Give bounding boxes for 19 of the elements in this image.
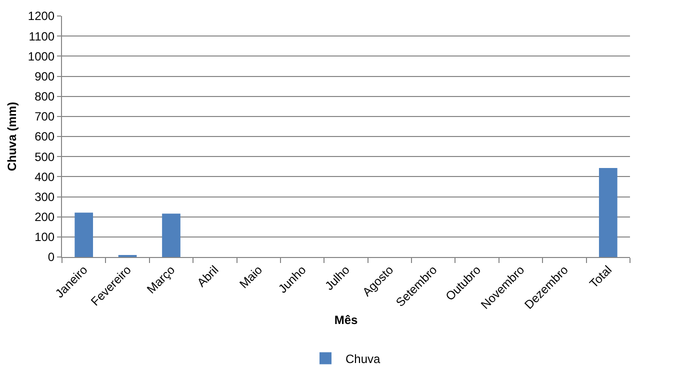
y-tick-label: 1200	[28, 9, 55, 24]
y-tick-label: 200	[34, 210, 55, 224]
y-tick-label: 0	[48, 250, 55, 264]
bar	[598, 168, 618, 257]
y-tick-label: 900	[34, 69, 55, 84]
y-tick-label: 500	[34, 150, 55, 164]
y-tick-label: 100	[34, 230, 55, 244]
bar	[74, 212, 94, 257]
y-tick-label: 300	[34, 190, 55, 204]
y-tick-label: 700	[34, 110, 55, 124]
y-tick-label: 400	[34, 170, 55, 184]
y-tick-label: 1100	[28, 29, 55, 44]
x-axis-title: Mês	[334, 312, 358, 327]
bar	[162, 214, 180, 257]
y-tick-label: 800	[34, 90, 55, 104]
y-tick-label: 1000	[28, 49, 55, 64]
legend-label: Chuva	[346, 352, 381, 366]
y-tick-label: 600	[34, 130, 55, 144]
y-axis-title: Chuva (mm)	[5, 102, 20, 172]
